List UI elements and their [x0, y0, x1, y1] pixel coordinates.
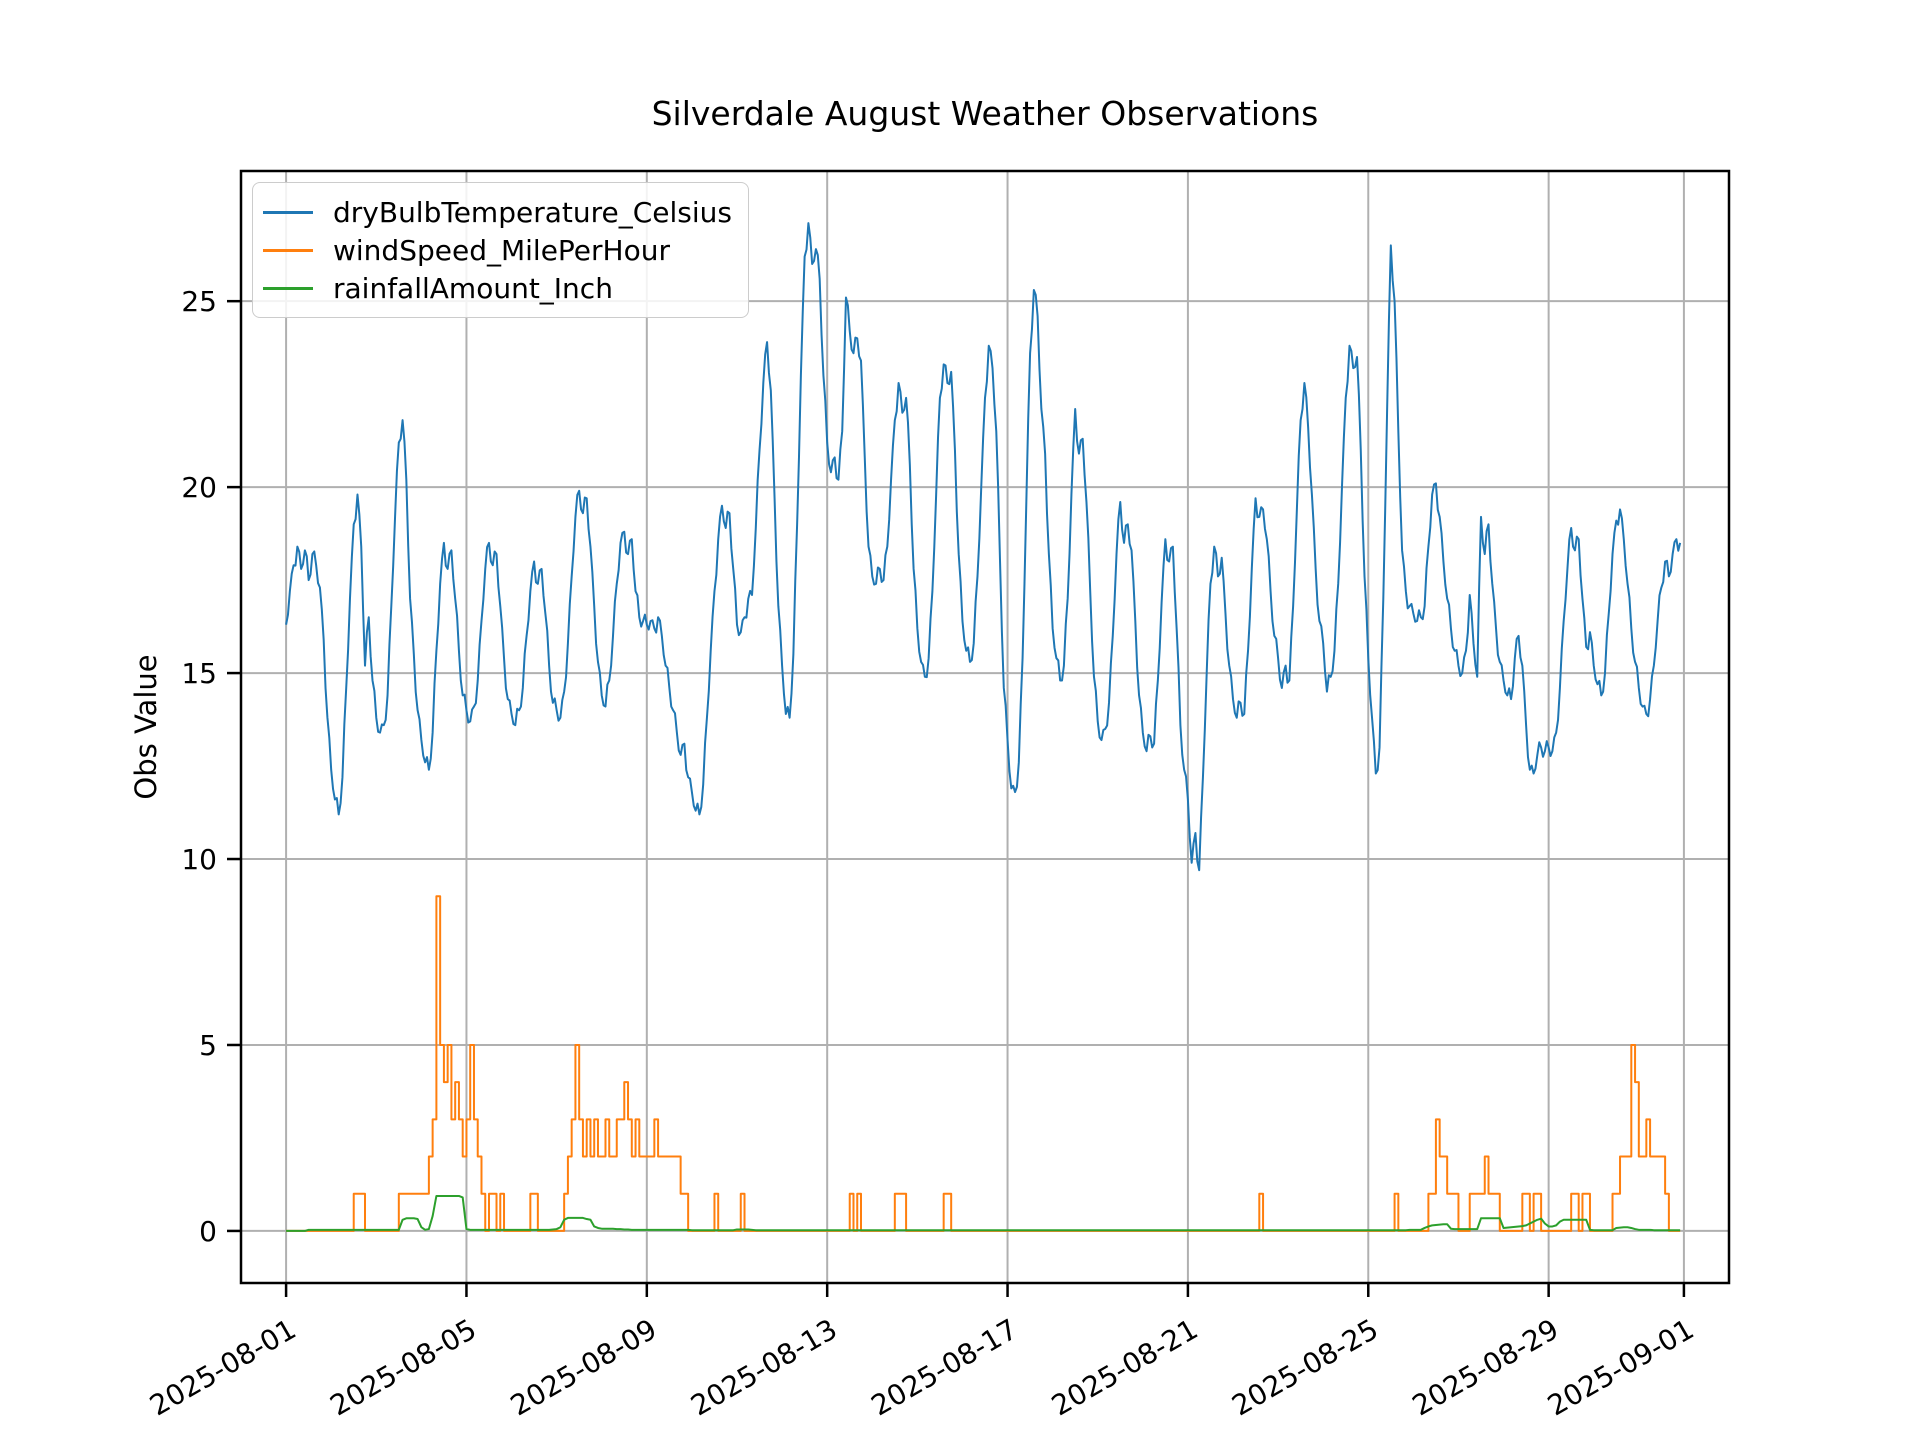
legend-label: windSpeed_MilePerHour — [333, 233, 670, 267]
legend-label: dryBulbTemperature_Celsius — [333, 195, 732, 229]
y-tick-label: 10 — [181, 843, 217, 876]
y-tick-label: 5 — [199, 1029, 217, 1062]
y-axis-label: Obs Value — [129, 654, 163, 800]
legend-line-icon — [263, 286, 313, 290]
legend-label: rainfallAmount_Inch — [333, 271, 613, 305]
y-tick-label: 25 — [181, 285, 217, 318]
x-tick-label: 2025-08-05 — [325, 1312, 482, 1422]
x-tick-label: 2025-08-09 — [505, 1312, 662, 1422]
series-line-windSpeed_MilePerHour — [286, 895, 1681, 1232]
x-tick-label: 2025-08-17 — [866, 1312, 1023, 1422]
y-tick-label: 15 — [181, 657, 217, 690]
legend-item-windSpeed_MilePerHour: windSpeed_MilePerHour — [263, 231, 732, 269]
series-line-rainfallAmount_Inch — [286, 1194, 1681, 1232]
series-line-dryBulbTemperature_Celsius — [285, 222, 1682, 872]
plot-border — [239, 169, 1731, 1285]
legend-item-rainfallAmount_Inch: rainfallAmount_Inch — [263, 269, 732, 307]
x-tick-label: 2025-08-01 — [144, 1312, 301, 1422]
chart-title: Silverdale August Weather Observations — [651, 94, 1319, 133]
y-tick-label: 0 — [199, 1215, 217, 1248]
legend: dryBulbTemperature_Celsius windSpeed_Mile… — [252, 182, 749, 318]
x-tick-label: 2025-09-01 — [1542, 1312, 1699, 1422]
legend-item-dryBulbTemperature_Celsius: dryBulbTemperature_Celsius — [263, 193, 732, 231]
legend-line-icon — [263, 248, 313, 252]
x-tick-label: 2025-08-25 — [1226, 1312, 1383, 1422]
x-tick-label: 2025-08-29 — [1407, 1312, 1564, 1422]
x-tick-label: 2025-08-13 — [685, 1312, 842, 1422]
x-tick-label: 2025-08-21 — [1046, 1312, 1203, 1422]
legend-line-icon — [263, 210, 313, 214]
y-tick-label: 20 — [181, 471, 217, 504]
